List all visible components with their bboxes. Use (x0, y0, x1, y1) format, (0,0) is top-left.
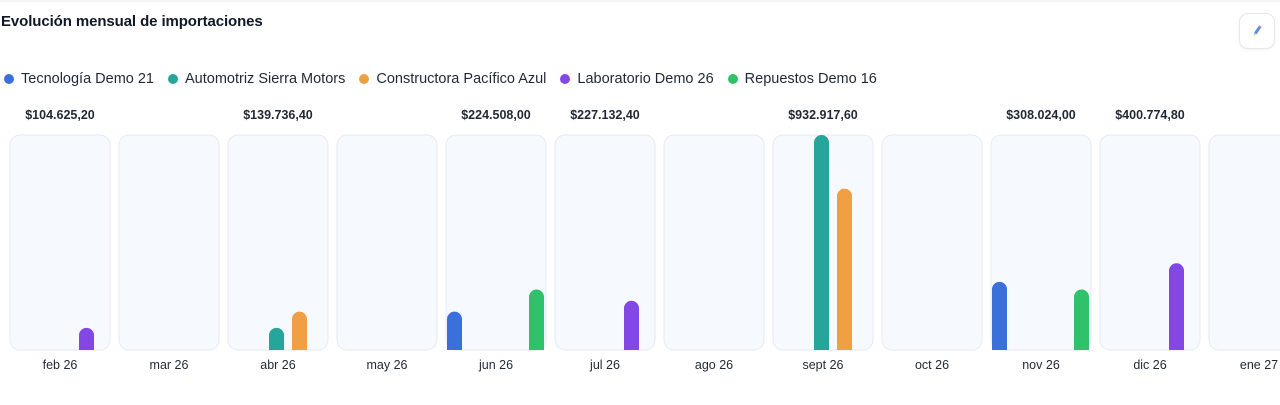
month-group (881, 134, 983, 351)
month-card[interactable] (227, 134, 329, 351)
legend-item[interactable]: Repuestos Demo 16 (727, 71, 877, 87)
month-card[interactable] (881, 134, 983, 351)
legend-item[interactable]: Constructora Pacífico Azul (359, 71, 546, 87)
month-total-label: $227.132,40 (570, 108, 640, 122)
month-group (445, 134, 547, 351)
month-card[interactable] (663, 134, 765, 351)
month-card[interactable] (1208, 134, 1280, 351)
bar[interactable] (837, 188, 852, 350)
month-group (663, 134, 765, 351)
x-tick-label: dic 26 (1133, 358, 1166, 372)
month-group (990, 134, 1092, 351)
month-total-label: $104.625,20 (25, 108, 95, 122)
month-card[interactable] (1099, 134, 1201, 351)
x-tick-label: ene 27 (1240, 358, 1278, 372)
bar[interactable] (79, 327, 94, 350)
x-tick-label: sept 26 (802, 358, 843, 372)
month-group (336, 134, 438, 351)
month-card[interactable] (554, 134, 656, 351)
legend-dot (727, 74, 738, 84)
month-total-label: $400.774,80 (1115, 108, 1185, 122)
bar[interactable] (814, 135, 829, 350)
legend-label: Constructora Pacífico Azul (376, 71, 547, 87)
month-group (1208, 134, 1280, 351)
x-tick-label: jun 26 (478, 358, 513, 372)
month-card[interactable] (445, 134, 547, 351)
month-group (227, 134, 329, 351)
legend-label: Repuestos Demo 16 (744, 71, 877, 87)
month-total-label: $932.917,60 (788, 108, 858, 122)
legend-dot (560, 74, 571, 84)
legend-label: Laboratorio Demo 26 (577, 71, 714, 87)
month-card[interactable] (9, 134, 111, 351)
pencil-icon (1253, 25, 1262, 36)
legend-dot (359, 74, 370, 84)
x-tick-label: nov 26 (1022, 358, 1060, 372)
legend-item[interactable]: Automotriz Sierra Motors (168, 71, 345, 87)
month-total-label: $139.736,40 (243, 108, 313, 122)
month-card[interactable] (118, 134, 220, 351)
x-tick-label: feb 26 (43, 358, 78, 372)
month-group (554, 134, 656, 351)
bar[interactable] (529, 289, 544, 350)
legend-dot (168, 74, 178, 84)
x-tick-label: may 26 (367, 358, 408, 372)
chart-title: Evolución mensual de importaciones (1, 13, 263, 30)
x-tick-label: oct 26 (915, 358, 949, 372)
bar[interactable] (292, 311, 307, 350)
x-tick-label: mar 26 (150, 358, 189, 372)
bar[interactable] (1169, 263, 1184, 350)
top-divider (0, 0, 1280, 2)
month-card[interactable] (336, 134, 438, 351)
legend-dot (4, 74, 14, 84)
bar[interactable] (1074, 289, 1089, 350)
x-tick-label: abr 26 (260, 358, 295, 372)
edit-button[interactable] (1239, 13, 1275, 49)
month-group (118, 134, 220, 351)
legend-label: Automotriz Sierra Motors (185, 71, 346, 87)
bar[interactable] (624, 300, 640, 350)
month-group (1099, 134, 1201, 351)
month-total-label: $308.024,00 (1006, 108, 1076, 122)
bar[interactable] (447, 311, 462, 350)
month-total-label: $224.508,00 (461, 108, 531, 122)
x-tick-label: jul 26 (589, 358, 620, 372)
bar-chart: $104.625,20 feb 26 mar 26 $139.736,40 abr 26… (9, 108, 1280, 372)
month-group (9, 134, 111, 351)
bar[interactable] (992, 281, 1007, 350)
bar[interactable] (269, 327, 284, 350)
legend-item[interactable]: Laboratorio Demo 26 (560, 71, 714, 87)
x-tick-label: ago 26 (695, 358, 733, 372)
month-group (772, 134, 874, 351)
legend-item[interactable]: Tecnología Demo 21 (4, 71, 154, 87)
chart-legend: Tecnología Demo 21 Automotriz Sierra Moto… (4, 71, 891, 87)
month-card[interactable] (990, 134, 1092, 351)
legend-label: Tecnología Demo 21 (21, 71, 154, 87)
